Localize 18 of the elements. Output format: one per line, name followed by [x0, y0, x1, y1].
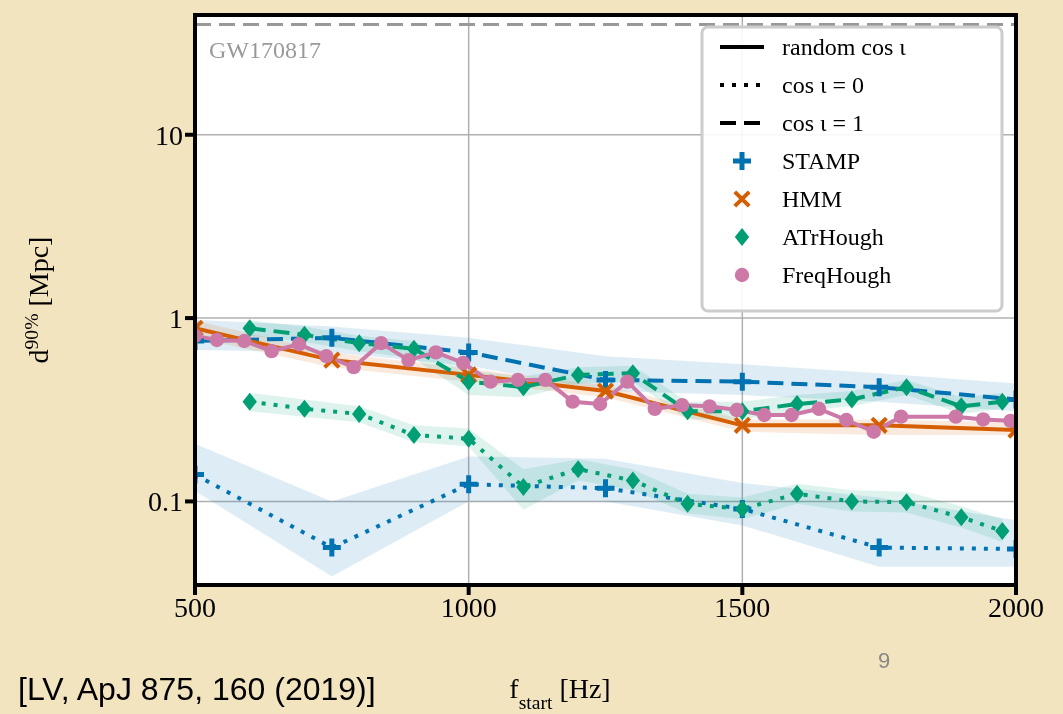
annotation: cos ι = 1 — [782, 110, 864, 136]
y-tick-label: 0.1 — [148, 486, 183, 518]
annotation: cos ι = 0 — [782, 72, 864, 98]
legend-label: FreqHough — [782, 262, 892, 288]
annotation: random cos ι — [782, 34, 907, 60]
text: [LV, ApJ 875, 160 (2019)] — [18, 671, 376, 707]
x-axis-title: f$_{start}$ [Hz] — [509, 673, 611, 713]
legend-label: ATrHough — [782, 224, 884, 250]
x-tick-label: 1500 — [714, 591, 771, 623]
legend-label: HMM — [782, 186, 843, 212]
y-tick-label: 10 — [155, 119, 183, 151]
text: 9 — [877, 648, 891, 673]
x-tick-label: 2000 — [988, 591, 1044, 623]
x-tick-label: 1000 — [440, 591, 497, 623]
legend-label: STAMP — [782, 148, 861, 174]
y-tick-label: 1 — [169, 303, 183, 335]
x-tick-label: 500 — [174, 591, 216, 623]
ref-line-label: GW170817 — [209, 37, 321, 64]
